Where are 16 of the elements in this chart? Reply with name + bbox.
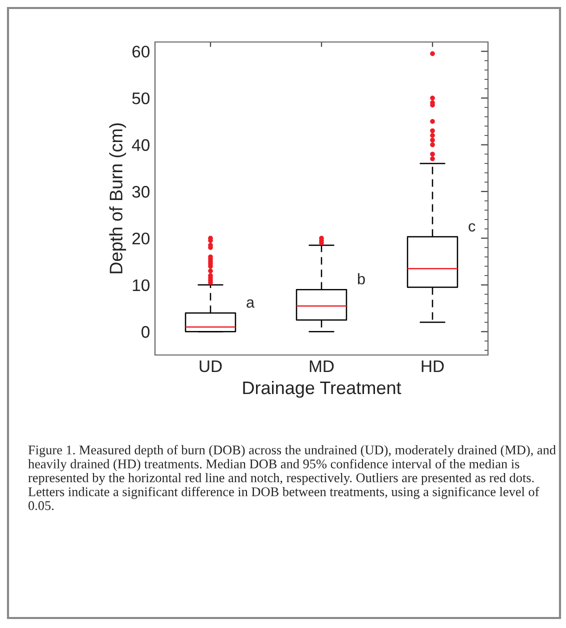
- x-tick-label: UD: [200, 360, 222, 372]
- y-tick-label: 50: [132, 92, 150, 104]
- y-tick-label: 0: [142, 326, 150, 338]
- y-tick-label: 30: [132, 186, 150, 198]
- annotation: a: [246, 299, 255, 308]
- annotation: b: [358, 273, 365, 284]
- y-tick-label: 10: [132, 279, 150, 292]
- x-axis-title: Drainage Treatment: [243, 380, 402, 398]
- y-tick-label: 20: [132, 232, 150, 244]
- y-tick-label: 60: [132, 46, 150, 58]
- caption: Figure 1. Measured depth of burn (DOB) across the undrained (UD), moderately drained (MD), and heavily drained (HD) treatments. Median DOB and 95% confidence interval of the median is represented by the horizontal red line and notch, respectively. Outliers are presented as red dots. Letters indicate a significant difference in DOB between treatments, using a significance level of 0.05.: [28, 445, 556, 510]
- y-axis-title: Depth of Burn (cm): [109, 123, 126, 274]
- y-tick-label: 40: [132, 139, 150, 151]
- x-tick-label: MD: [310, 360, 334, 372]
- annotation: c: [468, 223, 476, 232]
- x-tick-label: HD: [422, 360, 444, 372]
